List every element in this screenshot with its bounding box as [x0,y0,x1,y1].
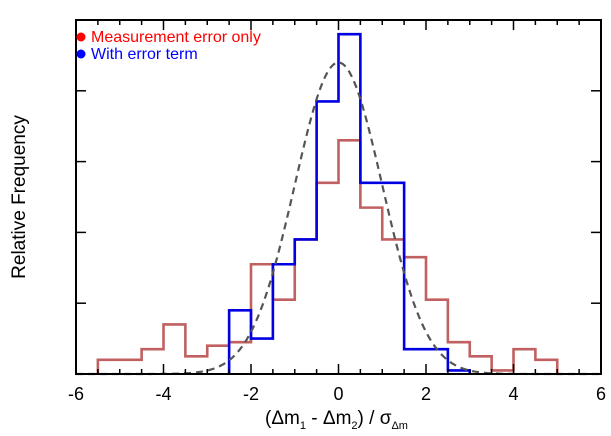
series-layer [76,32,601,376]
x-label-text: - Δm [306,408,351,429]
series-0-step-line [96,139,559,374]
legend-marker-1 [76,49,86,59]
x-tick-label: 6 [596,384,606,404]
x-label-text: (Δm [265,408,300,429]
labels-layer: -6 -4 -2 0 2 4 6 [68,384,606,404]
legend-label-0: Measurement error only [91,29,261,46]
x-tick-label: 0 [333,384,343,404]
ticks-layer [75,19,602,374]
x-label-text: ) / σ [358,408,392,429]
legend-label-1: With error term [91,46,198,63]
x-tick-label: -4 [155,384,171,404]
legend-marker-0 [76,32,86,42]
model-gaussian-curve [76,61,601,376]
x-label-subscript: Δm [391,420,408,432]
x-tick-label: 4 [508,384,518,404]
x-tick-label: 2 [421,384,431,404]
y-axis-label: Relative Frequency [9,115,30,279]
x-label-subscript: 2 [351,420,357,432]
x-axis-label: (Δm1 - Δm2) / σΔm [265,408,408,432]
x-tick-label: -2 [243,384,259,404]
x-tick-label: -6 [68,384,84,404]
x-label-subscript: 1 [300,420,306,432]
series-1-step-line [227,32,472,374]
